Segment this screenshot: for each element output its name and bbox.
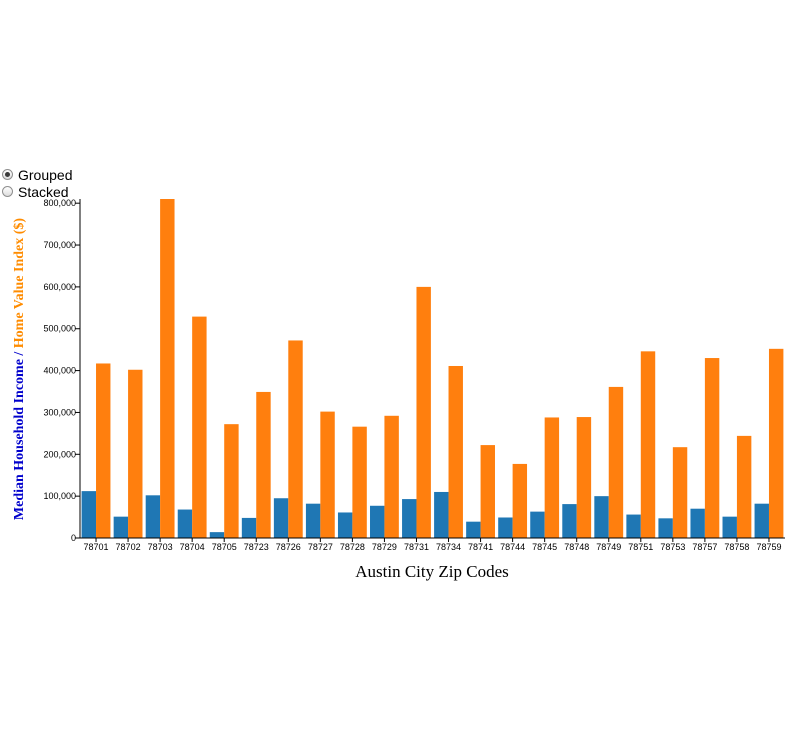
bar-income-78757 (690, 508, 705, 538)
x-tick-label-78726: 78726 (276, 542, 301, 552)
bar-income-78753 (658, 518, 673, 538)
bar-income-78758 (722, 516, 737, 538)
y-tick-label: 0 (71, 533, 76, 543)
bar-home-value-78731 (416, 286, 431, 538)
bar-home-value-78744 (512, 463, 528, 538)
x-tick-label-78727: 78727 (308, 542, 333, 552)
grouped-option[interactable]: Grouped (2, 166, 72, 183)
bar-home-value-78757 (704, 358, 720, 538)
y-tick-label: 300,000 (43, 407, 76, 417)
bar-home-value-78723 (256, 391, 271, 538)
bar-income-78759 (754, 503, 769, 538)
y-axis-title-income: Median Household Income (12, 359, 27, 520)
layout-toggle: Grouped Stacked (2, 166, 72, 200)
bar-home-value-78758 (736, 435, 752, 538)
y-tick-label: 200,000 (43, 449, 76, 459)
bar-income-78745 (530, 511, 545, 538)
x-axis-title: Austin City Zip Codes (355, 562, 508, 581)
bar-income-78748 (562, 504, 577, 538)
bar-income-78729 (370, 505, 385, 538)
x-tick-label-78734: 78734 (436, 542, 461, 552)
stacked-label: Stacked (18, 183, 69, 200)
x-tick-label-78728: 78728 (340, 542, 365, 552)
bar-home-value-78726 (288, 340, 303, 538)
bar-income-78728 (337, 512, 353, 538)
bar-home-value-78703 (160, 199, 175, 538)
x-tick-label-78723: 78723 (244, 542, 269, 552)
bar-home-value-78704 (192, 316, 207, 538)
y-tick-label: 400,000 (43, 366, 76, 376)
bar-income-78734 (434, 491, 449, 538)
stacked-radio[interactable] (2, 186, 13, 197)
bar-income-78702 (113, 516, 129, 538)
x-tick-label-78758: 78758 (724, 542, 749, 552)
x-axis: 78701 78702 78703 78704 78705 78723 78726 78727… (80, 537, 785, 552)
bar-income-78727 (305, 503, 321, 538)
bar-income-78751 (626, 514, 641, 538)
x-tick-label-78729: 78729 (372, 542, 397, 552)
grouped-label: Grouped (18, 166, 73, 183)
bar-home-value-78705 (224, 424, 239, 538)
bar-income-78703 (145, 495, 161, 538)
bar-home-value-78729 (384, 415, 399, 538)
x-tick-label-78702: 78702 (116, 542, 141, 552)
bar-home-value-78759 (768, 348, 784, 538)
x-tick-label-78705: 78705 (212, 542, 237, 552)
bar-income-78749 (594, 496, 609, 538)
bar-home-value-78701 (96, 363, 111, 538)
x-tick-label-78745: 78745 (532, 542, 557, 552)
bar-home-value-78748 (576, 417, 592, 538)
bar-income-78704 (177, 509, 193, 538)
bar-home-value-78753 (672, 447, 688, 538)
y-axis-title-separator: / (12, 348, 27, 359)
bar-income-78741 (466, 521, 481, 538)
y-tick-label: 700,000 (43, 240, 76, 250)
grouped-radio[interactable] (2, 169, 13, 180)
x-tick-label-78744: 78744 (500, 542, 525, 552)
bar-income-78744 (498, 517, 513, 538)
x-tick-label-78751: 78751 (628, 542, 653, 552)
bar-home-value-78734 (448, 365, 463, 538)
x-tick-label-78703: 78703 (148, 542, 173, 552)
bar-home-value-78745 (544, 417, 560, 538)
x-tick-label-78731: 78731 (404, 542, 429, 552)
stacked-option[interactable]: Stacked (2, 183, 72, 200)
bar-home-value-78751 (640, 351, 656, 538)
y-tick-label: 600,000 (43, 282, 76, 292)
x-tick-label-78748: 78748 (564, 542, 589, 552)
bar-income-78705 (209, 532, 225, 538)
bars (81, 199, 784, 538)
bar-home-value-78749 (608, 386, 624, 538)
bar-income-78723 (241, 517, 257, 538)
y-tick-label: 800,000 (43, 198, 76, 208)
y-tick-label: 100,000 (43, 491, 76, 501)
x-tick-label-78759: 78759 (756, 542, 781, 552)
bar-income-78701 (81, 491, 97, 538)
bar-home-value-78728 (352, 426, 367, 538)
bar-home-value-78727 (320, 411, 335, 538)
x-tick-label-78704: 78704 (180, 542, 205, 552)
y-axis: 0 100,000 200,000 300,000 400,000 500,000 600,… (43, 198, 81, 543)
bar-income-78731 (402, 499, 417, 538)
x-tick-label-78701: 78701 (84, 542, 109, 552)
y-axis-title-home-value: Home Value Index ($) (12, 218, 27, 349)
x-tick-label-78753: 78753 (660, 542, 685, 552)
y-axis-title: Median Household Income / Home Value Ind… (12, 218, 27, 521)
bar-home-value-78702 (128, 369, 143, 538)
x-tick-label-78749: 78749 (596, 542, 621, 552)
x-tick-label-78741: 78741 (468, 542, 493, 552)
y-tick-label: 500,000 (43, 324, 76, 334)
bar-home-value-78741 (480, 445, 495, 538)
x-tick-label-78757: 78757 (692, 542, 717, 552)
bar-income-78726 (273, 498, 289, 538)
